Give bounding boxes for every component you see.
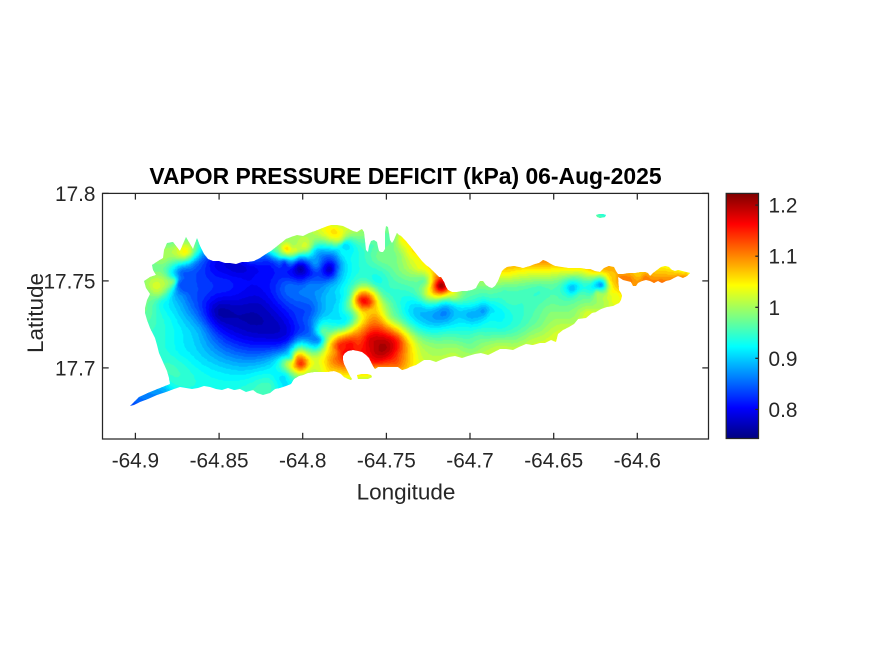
svg-text:0.8: 0.8 (769, 399, 798, 422)
svg-text:Latitude: Latitude (23, 273, 48, 353)
svg-text:1.1: 1.1 (769, 246, 798, 269)
svg-text:17.7: 17.7 (55, 357, 95, 380)
svg-text:17.75: 17.75 (43, 270, 95, 293)
svg-text:1: 1 (769, 297, 781, 320)
svg-text:-64.6: -64.6 (614, 450, 661, 473)
svg-text:0.9: 0.9 (769, 348, 798, 371)
svg-text:-64.8: -64.8 (279, 450, 326, 473)
svg-text:-64.9: -64.9 (112, 450, 159, 473)
svg-text:-64.75: -64.75 (357, 450, 416, 473)
svg-text:-64.65: -64.65 (524, 450, 583, 473)
svg-text:VAPOR PRESSURE DEFICIT (kPa) 0: VAPOR PRESSURE DEFICIT (kPa) 06-Aug-2025 (149, 163, 661, 189)
svg-text:1.2: 1.2 (769, 195, 798, 218)
svg-text:-64.85: -64.85 (190, 450, 249, 473)
svg-text:Longitude: Longitude (357, 480, 456, 505)
svg-text:-64.7: -64.7 (446, 450, 493, 473)
svg-text:17.8: 17.8 (55, 183, 95, 206)
